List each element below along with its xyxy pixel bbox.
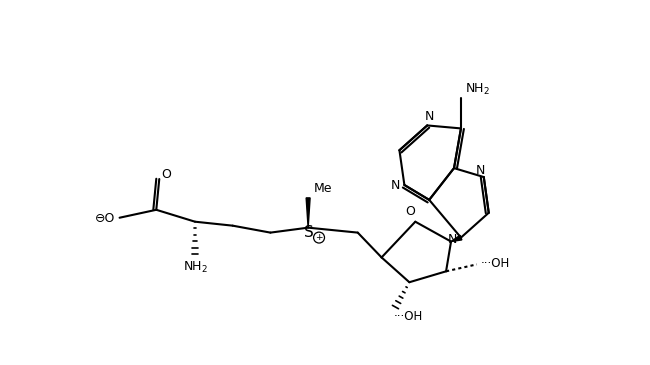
Text: O: O bbox=[161, 168, 171, 181]
Text: N: N bbox=[476, 164, 486, 177]
Text: S: S bbox=[304, 225, 314, 240]
Text: N: N bbox=[424, 110, 434, 123]
Polygon shape bbox=[306, 198, 310, 228]
Text: NH$_2$: NH$_2$ bbox=[183, 260, 207, 275]
Polygon shape bbox=[451, 235, 462, 242]
Text: N: N bbox=[447, 233, 457, 246]
Text: ···OH: ···OH bbox=[481, 257, 510, 270]
Text: Me: Me bbox=[314, 182, 333, 195]
Text: NH$_2$: NH$_2$ bbox=[465, 82, 490, 97]
Text: ⊖O: ⊖O bbox=[96, 212, 116, 225]
Text: ···OH: ···OH bbox=[393, 311, 422, 323]
Text: O: O bbox=[406, 205, 415, 218]
Text: N: N bbox=[391, 180, 400, 192]
Text: +: + bbox=[315, 233, 323, 242]
